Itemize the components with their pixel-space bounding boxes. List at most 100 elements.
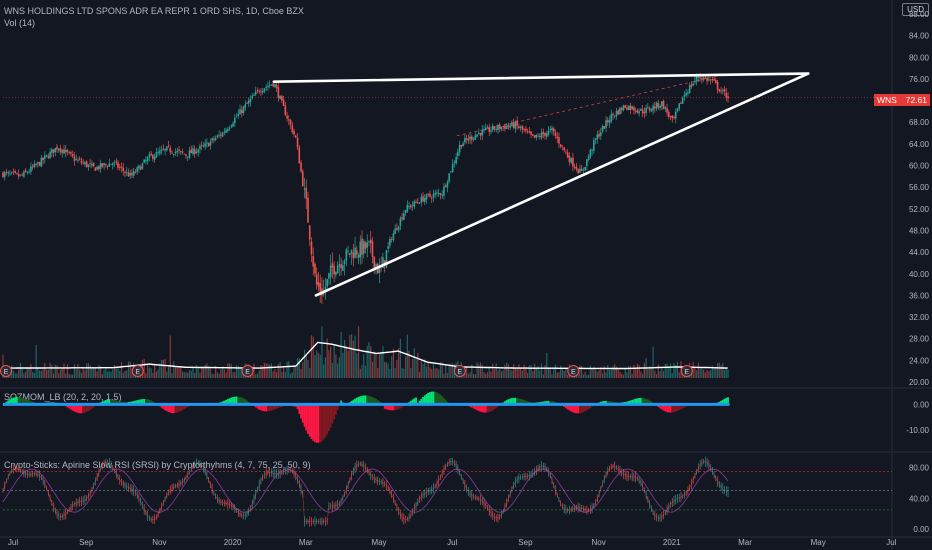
- candle-body: [666, 108, 668, 113]
- candle-body: [479, 132, 482, 136]
- volume-bar: [283, 366, 285, 378]
- volume-bar: [106, 371, 109, 378]
- volume-bar: [316, 350, 318, 378]
- squeeze-histogram-bar: [610, 401, 613, 405]
- volume-bar: [211, 373, 213, 378]
- candle-body: [51, 149, 53, 153]
- volume-bar: [331, 362, 333, 378]
- candle-body: [16, 173, 18, 174]
- candle-body: [181, 151, 184, 153]
- candle-body: [230, 125, 233, 127]
- volume-bar: [80, 373, 83, 378]
- candle-body: [441, 194, 443, 196]
- candle-body: [430, 197, 433, 199]
- squeeze-histogram-bar: [185, 404, 187, 409]
- candle-body: [331, 263, 334, 268]
- candle-body: [228, 127, 231, 129]
- candle-body: [122, 167, 125, 171]
- candle-body: [573, 166, 576, 168]
- earnings-marker: E: [0, 365, 12, 377]
- candle-body: [716, 81, 719, 90]
- squeeze-histogram-bar: [104, 400, 107, 405]
- squeeze-histogram-bar: [601, 401, 604, 405]
- volume-bar: [113, 365, 116, 378]
- candle-body: [657, 103, 660, 108]
- volume-bar: [493, 368, 496, 378]
- volume-bar: [213, 374, 215, 378]
- squeeze-histogram-bar: [303, 404, 306, 427]
- squeeze-histogram-bar: [246, 400, 248, 405]
- volume-bar: [65, 373, 67, 378]
- candle-body: [73, 156, 76, 161]
- squeeze-histogram-bar: [573, 404, 576, 413]
- volume-bar: [183, 372, 185, 378]
- volume-bar: [310, 335, 313, 378]
- squeeze-histogram-bar: [585, 404, 588, 411]
- candle-body: [329, 265, 332, 277]
- volume-bar: [42, 369, 44, 378]
- candle-body: [216, 135, 219, 138]
- candle-body: [561, 145, 564, 147]
- candle-body: [282, 99, 285, 106]
- volume-bar: [105, 367, 107, 378]
- volume-bar: [220, 369, 222, 378]
- candle-body: [249, 98, 252, 102]
- volume-bar: [392, 348, 394, 378]
- volume-bar: [51, 364, 53, 378]
- candle-body: [256, 90, 259, 91]
- volume-bar: [535, 368, 537, 378]
- squeeze-histogram-bar: [519, 398, 522, 405]
- squeeze-histogram-bar: [444, 399, 447, 405]
- earnings-marker-label: E: [571, 369, 576, 376]
- squeeze-histogram-bar: [566, 404, 569, 410]
- volume-bar: [628, 366, 630, 378]
- volume-bar: [288, 361, 290, 378]
- squeeze-histogram-bar: [720, 400, 722, 405]
- volume-bar: [225, 372, 227, 378]
- last-price-tag: WNS 72.61: [874, 94, 930, 106]
- candle-body: [699, 77, 701, 79]
- volume-bar: [108, 371, 110, 378]
- volume-bar: [547, 368, 550, 378]
- candle-body: [101, 163, 104, 167]
- volume-bar: [622, 374, 625, 378]
- candle-body: [587, 156, 590, 160]
- candle-body: [7, 172, 10, 174]
- squeeze-histogram-bar: [12, 397, 15, 405]
- volume-bar: [44, 362, 46, 378]
- volume-bar: [594, 369, 597, 378]
- candle-body: [3, 172, 6, 177]
- squeeze-histogram-bar: [167, 404, 170, 413]
- candle-body: [17, 174, 20, 177]
- volume-bar: [520, 368, 522, 378]
- volume-bar: [577, 373, 579, 378]
- candle-body: [281, 96, 283, 101]
- volume-bar: [352, 340, 354, 378]
- candle-body: [659, 106, 661, 108]
- candle-body: [718, 89, 721, 92]
- candle-body: [141, 163, 144, 169]
- candle-body: [525, 128, 527, 131]
- candle-body: [174, 151, 177, 154]
- candle-body: [77, 159, 79, 161]
- volume-bar: [206, 363, 208, 378]
- volume-bar: [418, 371, 421, 378]
- candle-body: [563, 147, 565, 151]
- squeeze-histogram-bar: [643, 398, 646, 405]
- volume-bar: [601, 373, 604, 378]
- currency-badge[interactable]: USD: [902, 3, 929, 16]
- candle-body: [345, 249, 348, 261]
- candle-body: [476, 134, 478, 137]
- volume-bar: [84, 370, 86, 378]
- volume-bar: [619, 371, 621, 378]
- candle-body: [364, 242, 367, 249]
- volume-bar: [377, 367, 379, 378]
- volume-bar: [319, 354, 321, 378]
- volume-bar: [162, 359, 164, 378]
- candle-body: [234, 117, 236, 124]
- candle-body: [305, 187, 308, 199]
- squeeze-histogram-bar: [432, 391, 435, 405]
- volume-bar: [19, 362, 22, 378]
- volume-bar: [87, 363, 89, 378]
